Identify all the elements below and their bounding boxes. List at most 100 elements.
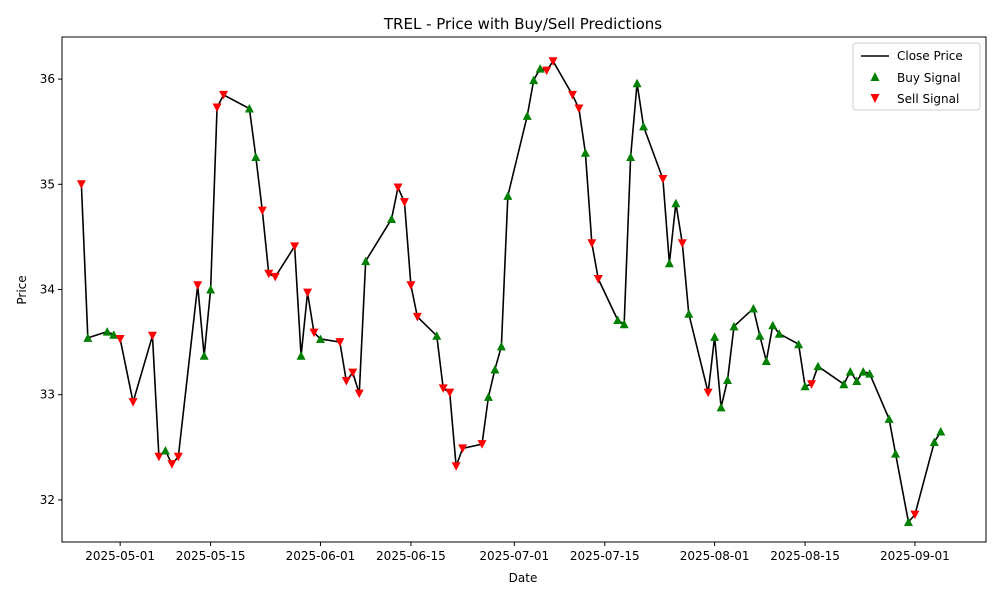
buy-signal-marker bbox=[251, 152, 261, 161]
buy-signal-marker bbox=[619, 319, 629, 329]
sell-signal-marker bbox=[438, 384, 448, 393]
legend-buy-marker-icon bbox=[870, 72, 880, 81]
sell-signal-marker bbox=[412, 312, 422, 322]
legend: Close Price Buy Signal Sell Signal bbox=[852, 42, 981, 111]
buy-signal-marker bbox=[716, 402, 726, 412]
sell-signal-marker bbox=[76, 180, 86, 189]
buy-signal-marker bbox=[613, 315, 623, 325]
sell-signal-marker bbox=[574, 104, 584, 114]
legend-label-buy: Buy Signal bbox=[897, 71, 961, 85]
y-tick-label: 35 bbox=[40, 177, 55, 191]
buy-signal-marker bbox=[768, 320, 778, 330]
sell-signal-marker bbox=[270, 272, 280, 282]
buy-signal-marker bbox=[199, 351, 209, 360]
sell-signal-marker bbox=[593, 274, 603, 284]
sell-signal-marker bbox=[542, 66, 552, 76]
sell-signal-marker bbox=[548, 57, 558, 66]
legend-label-close: Close Price bbox=[897, 49, 963, 63]
sell-signal-marker bbox=[167, 460, 177, 469]
sell-signal-marker bbox=[406, 281, 416, 290]
buy-signal-marker bbox=[729, 321, 739, 331]
buy-signal-marker bbox=[858, 367, 868, 376]
sell-signal-marker bbox=[303, 288, 313, 298]
buy-signal-marker bbox=[160, 445, 170, 455]
y-tick-label: 36 bbox=[40, 72, 55, 86]
sell-signal-marker bbox=[173, 452, 183, 462]
buy-signal-marker bbox=[794, 339, 804, 349]
buy-signal-marker bbox=[929, 437, 939, 447]
buy-signal-marker bbox=[580, 148, 590, 157]
buy-signal-marker bbox=[496, 341, 506, 351]
sell-signal-marker bbox=[264, 269, 274, 279]
sell-signal-marker bbox=[477, 440, 487, 449]
plot-area bbox=[76, 57, 946, 527]
sell-signal-marker bbox=[445, 388, 455, 398]
sell-signal-marker bbox=[658, 175, 668, 184]
buy-signal-marker bbox=[761, 356, 771, 366]
y-axis-title: Price bbox=[15, 275, 29, 304]
sell-signal-marker bbox=[393, 183, 403, 192]
buy-signal-marker bbox=[684, 309, 694, 318]
sell-signal-marker bbox=[587, 239, 597, 248]
buy-signal-marker bbox=[865, 369, 875, 378]
x-tick-label: 2025-06-15 bbox=[376, 549, 446, 563]
buy-signal-marker bbox=[529, 75, 539, 85]
buy-signal-marker bbox=[891, 449, 901, 458]
buy-signal-marker bbox=[535, 64, 545, 73]
sell-signal-marker bbox=[154, 452, 164, 462]
buy-signal-marker bbox=[626, 152, 636, 161]
buy-signal-marker bbox=[755, 331, 765, 340]
buy-signal-marker bbox=[671, 198, 681, 208]
sell-signal-marker bbox=[219, 90, 229, 100]
sell-signal-marker bbox=[910, 510, 920, 520]
sell-signal-marker bbox=[257, 206, 267, 216]
x-tick-label: 2025-05-01 bbox=[85, 549, 155, 563]
buy-signal-marker bbox=[813, 361, 823, 371]
sell-signal-marker bbox=[147, 331, 157, 341]
x-tick-label: 2025-06-01 bbox=[286, 549, 356, 563]
x-tick-label: 2025-08-01 bbox=[680, 549, 750, 563]
sell-signal-marker bbox=[290, 242, 300, 251]
buy-signal-marker bbox=[109, 330, 119, 339]
x-tick-label: 2025-07-15 bbox=[570, 549, 640, 563]
sell-signal-marker bbox=[128, 398, 138, 407]
buy-signal-marker bbox=[723, 375, 733, 384]
buy-signal-marker bbox=[800, 381, 810, 391]
y-tick-label: 33 bbox=[40, 388, 55, 402]
y-axis: 32 33 34 35 36 bbox=[40, 72, 62, 507]
buy-signal-marker bbox=[83, 333, 93, 342]
y-tick-label: 34 bbox=[40, 283, 55, 297]
buy-signal-marker bbox=[845, 367, 855, 376]
buy-signal-marker bbox=[361, 256, 371, 266]
legend-sell-marker-icon bbox=[870, 94, 880, 103]
buy-signal-marker bbox=[432, 331, 442, 340]
sell-signal-marker bbox=[193, 281, 203, 290]
buy-signal-marker bbox=[852, 376, 862, 386]
buy-signal-marker bbox=[102, 327, 112, 336]
buy-signal-marker bbox=[296, 351, 306, 360]
buy-signal-marker bbox=[664, 258, 674, 268]
sell-signal-marker bbox=[354, 389, 364, 399]
buy-signal-marker bbox=[522, 111, 532, 120]
buy-signal-marker bbox=[839, 379, 849, 389]
x-axis: 2025-05-01 2025-05-15 2025-06-01 2025-06-15… bbox=[85, 542, 950, 563]
sell-signal-marker bbox=[348, 368, 358, 378]
sell-signal-marker bbox=[703, 388, 713, 398]
sell-signal-marker bbox=[212, 103, 222, 112]
buy-signal-marker bbox=[936, 427, 946, 436]
legend-label-sell: Sell Signal bbox=[897, 92, 959, 106]
x-tick-label: 2025-08-15 bbox=[770, 549, 840, 563]
marker-layer bbox=[76, 57, 946, 527]
buy-signal-marker bbox=[315, 334, 325, 343]
buy-signal-marker bbox=[206, 285, 216, 294]
sell-signal-marker bbox=[807, 380, 817, 389]
sell-signal-marker bbox=[341, 377, 351, 386]
x-axis-title: Date bbox=[509, 571, 538, 585]
x-tick-label: 2025-05-15 bbox=[176, 549, 246, 563]
buy-signal-marker bbox=[244, 104, 254, 113]
buy-signal-marker bbox=[387, 214, 397, 224]
y-tick-label: 32 bbox=[40, 493, 55, 507]
buy-signal-marker bbox=[710, 332, 720, 341]
x-tick-label: 2025-07-01 bbox=[479, 549, 549, 563]
